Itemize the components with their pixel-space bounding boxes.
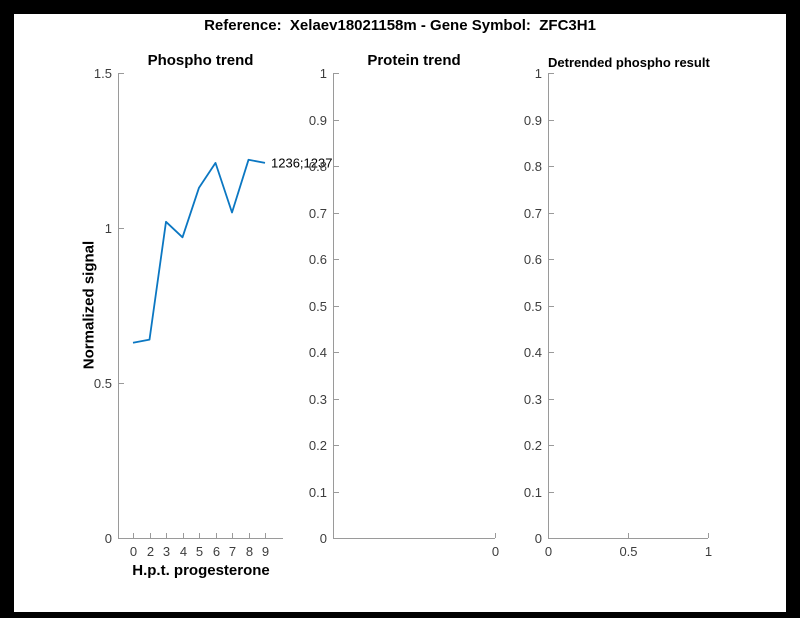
x-axis-label-hpt-progesterone: H.p.t. progesterone [132, 562, 270, 579]
x-tick-label: 7 [229, 544, 236, 559]
y-tick-label: 0.9 [524, 113, 542, 128]
y-tick-label: 0.2 [309, 438, 327, 453]
y-tick-label: 0.5 [524, 299, 542, 314]
y-tick-label: 0.1 [309, 485, 327, 500]
plot-title-detrended-phospho: Detrended phospho result [548, 55, 710, 70]
y-tick-label: 1.5 [94, 66, 112, 81]
y-tick-label: 0.6 [309, 252, 327, 267]
y-tick-label: 0.3 [309, 392, 327, 407]
plot-title-protein-trend: Protein trend [367, 52, 461, 69]
y-tick-label: 0 [320, 531, 327, 546]
x-tick-label: 9 [262, 544, 269, 559]
y-tick-label: 0 [535, 531, 542, 546]
y-tick-label: 0.8 [524, 159, 542, 174]
x-tick-label: 0 [492, 544, 499, 559]
y-tick-label: 0.9 [309, 113, 327, 128]
x-tick-label: 0 [545, 544, 552, 559]
trend-line [132, 158, 266, 344]
figure-title: Reference: Xelaev18021158m - Gene Symbol… [204, 17, 596, 34]
y-tick-label: 0.6 [524, 252, 542, 267]
x-tick-label: 0 [130, 544, 137, 559]
x-tick-label: 5 [196, 544, 203, 559]
y-tick-label: 0.3 [524, 392, 542, 407]
x-tick-label: 2 [147, 544, 154, 559]
x-tick-label: 4 [180, 544, 187, 559]
y-tick-label: 0.4 [309, 345, 327, 360]
data-label: 1236;1237 [271, 155, 332, 170]
y-tick-label: 0.7 [309, 206, 327, 221]
x-tick-label: 0.5 [619, 544, 637, 559]
x-tick-label: 8 [246, 544, 253, 559]
figure-canvas: Reference: Xelaev18021158m - Gene Symbol… [14, 14, 786, 612]
y-tick-label: 0.7 [524, 206, 542, 221]
y-tick-label: 0.2 [524, 438, 542, 453]
y-tick-label: 1 [535, 66, 542, 81]
x-tick-label: 6 [213, 544, 220, 559]
plot-title-phospho-trend: Phospho trend [147, 52, 254, 69]
y-tick-label: 0.5 [94, 376, 112, 391]
y-tick-label: 0.1 [524, 485, 542, 500]
y-tick-label: 0 [105, 531, 112, 546]
charts-canvas: 00.511.50 2 3 4 5 6 7 8 91236;123700.10.20.30.40… [94, 66, 712, 559]
x-tick-label: 1 [705, 544, 712, 559]
x-tick-label: 3 [163, 544, 170, 559]
y-tick-label: 0.8 [309, 159, 327, 174]
y-tick-label: 1 [105, 221, 112, 236]
y-tick-label: 0.5 [309, 299, 327, 314]
y-tick-label: 0.4 [524, 345, 542, 360]
y-tick-label: 1 [320, 66, 327, 81]
